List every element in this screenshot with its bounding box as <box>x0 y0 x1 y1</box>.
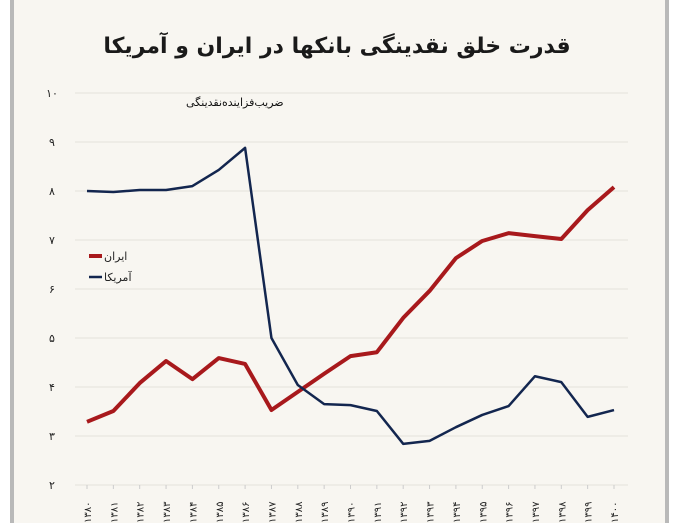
x-tick-label: ۱۳۹۰ <box>347 502 358 523</box>
x-tick-label: ۱۳۸۹ <box>320 502 331 523</box>
x-tick-label: ۱۳۹۸ <box>557 501 568 523</box>
x-tick-label: ۱۳۸۸ <box>294 501 305 523</box>
x-tick-label: ۱۳۸۷ <box>267 501 278 523</box>
x-tick-label: ۱۳۸۰ <box>83 502 94 523</box>
y-tick-label: ۴ <box>49 381 55 394</box>
y-axis-label: ضریب‌فزاینده‌نقدینگی <box>186 96 284 109</box>
chart-title: قدرت خلق نقدینگی بانکها در ایران و آمریک… <box>103 34 571 59</box>
x-tick-label: ۱۴۰۰ <box>610 502 621 523</box>
legend-label: آمریکا <box>104 270 132 284</box>
series-line-1 <box>86 146 615 446</box>
y-tick-label: ۹ <box>49 136 55 149</box>
y-tick-label: ۵ <box>49 332 55 345</box>
x-tick-label: ۱۳۹۲ <box>399 502 410 523</box>
x-tick-label: ۱۳۸۲ <box>136 502 147 523</box>
y-tick-label: ۷ <box>49 234 55 247</box>
x-tick-label: ۱۳۹۵ <box>478 502 489 523</box>
x-tick-label: ۱۳۹۶ <box>505 502 516 523</box>
x-tick-label: ۱۳۸۱ <box>109 502 120 523</box>
x-tick-label: ۱۳۸۵ <box>215 502 226 523</box>
y-tick-label: ۱۰ <box>46 87 58 100</box>
x-tick-label: ۱۳۸۳ <box>162 501 173 523</box>
x-tick-label: ۱۳۹۴ <box>452 502 463 523</box>
x-tick-label: ۱۳۹۱ <box>373 502 384 523</box>
legend-label: ایران <box>104 250 127 263</box>
y-tick-label: ۲ <box>49 479 55 492</box>
y-tick-label: ۸ <box>49 185 55 198</box>
y-tick-label: ۶ <box>49 283 55 296</box>
x-tick-label: ۱۳۹۷ <box>531 501 542 523</box>
x-tick-label: ۱۳۹۳ <box>426 501 437 523</box>
x-tick-label: ۱۳۸۶ <box>241 502 252 523</box>
y-tick-label: ۳ <box>49 430 55 443</box>
x-tick-label: ۱۳۹۹ <box>584 502 595 523</box>
x-tick-label: ۱۳۸۴ <box>188 502 199 523</box>
